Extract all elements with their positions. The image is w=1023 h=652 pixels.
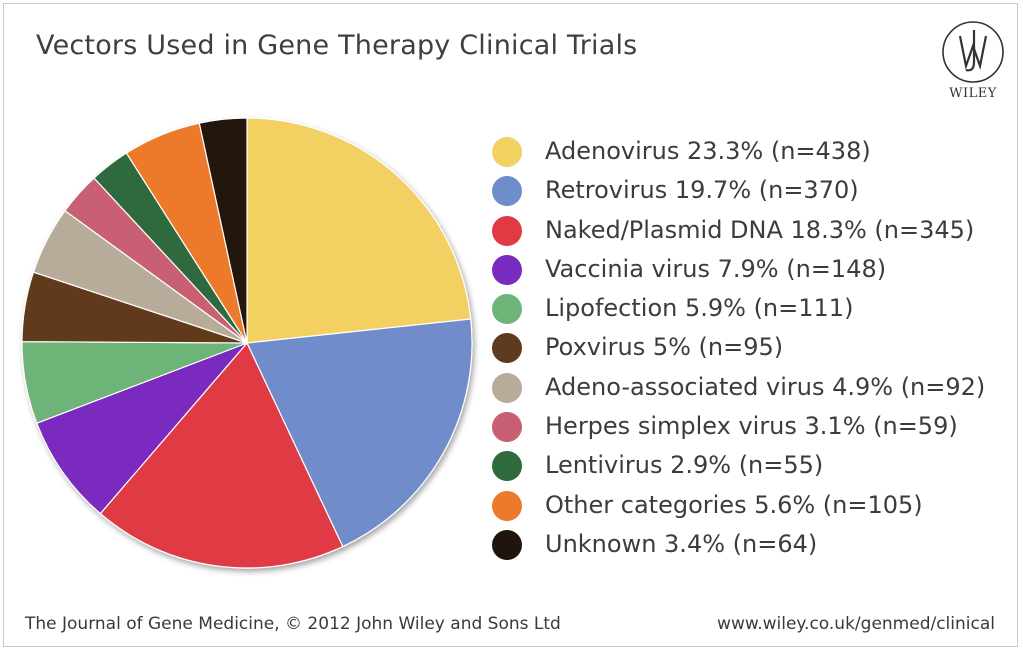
legend-label: Lentivirus 2.9% (n=55) [545,451,824,480]
legend-item: Poxvirus 5% (n=95) [492,331,1012,370]
footer-url[interactable]: www.wiley.co.uk/genmed/clinical [717,614,995,634]
legend-item: Lentivirus 2.9% (n=55) [492,449,1012,488]
legend-swatch [492,294,522,325]
legend-item: Other categories 5.6% (n=105) [492,489,1012,528]
legend-item: Lipofection 5.9% (n=111) [492,292,1012,331]
legend-label: Naked/Plasmid DNA 18.3% (n=345) [545,215,975,244]
wiley-logo: WILEY [938,18,1008,110]
legend-label: Poxvirus 5% (n=95) [545,333,784,362]
legend-swatch [492,451,522,482]
legend-label: Unknown 3.4% (n=64) [545,529,818,558]
pie-slice-1 [246,318,473,548]
legend-item: Vaccinia virus 7.9% (n=148) [492,253,1012,292]
legend-item: Naked/Plasmid DNA 18.3% (n=345) [492,214,1012,253]
wiley-wordmark: WILEY [949,86,997,101]
legend-swatch [492,529,522,560]
pie-slice-0 [246,117,472,344]
wiley-seal-icon [942,21,1004,83]
legend-label: Vaccinia virus 7.9% (n=148) [545,254,887,283]
chart-title: Vectors Used in Gene Therapy Clinical Tr… [36,30,638,61]
legend-item: Adeno-associated virus 4.9% (n=92) [492,371,1012,410]
footer-citation: The Journal of Gene Medicine, © 2012 Joh… [25,614,561,634]
legend-swatch [492,137,522,167]
pie-slice-3 [36,342,248,515]
legend-swatch [492,333,522,364]
legend-label: Lipofection 5.9% (n=111) [545,294,854,323]
legend-swatch [492,176,522,207]
pie-slice-10 [198,117,248,344]
legend-item: Unknown 3.4% (n=64) [492,528,1012,567]
legend-item: Adenovirus 23.3% (n=438) [492,135,1012,174]
legend-swatch [492,372,522,403]
pie-slice-2 [99,341,344,569]
legend-label: Retrovirus 19.7% (n=370) [545,176,859,205]
legend-swatch [492,254,522,285]
chart-legend: Adenovirus 23.3% (n=438) Retrovirus 19.7%… [492,135,1012,567]
legend-label: Herpes simplex virus 3.1% (n=59) [545,412,958,441]
legend-item: Herpes simplex virus 3.1% (n=59) [492,410,1012,449]
legend-item: Retrovirus 19.7% (n=370) [492,174,1012,213]
legend-swatch [492,412,522,443]
legend-label: Adenovirus 23.3% (n=438) [545,137,871,165]
legend-swatch [492,490,522,521]
legend-label: Adeno-associated virus 4.9% (n=92) [545,372,986,401]
legend-label: Other categories 5.6% (n=105) [545,490,923,519]
legend-swatch [492,215,522,246]
